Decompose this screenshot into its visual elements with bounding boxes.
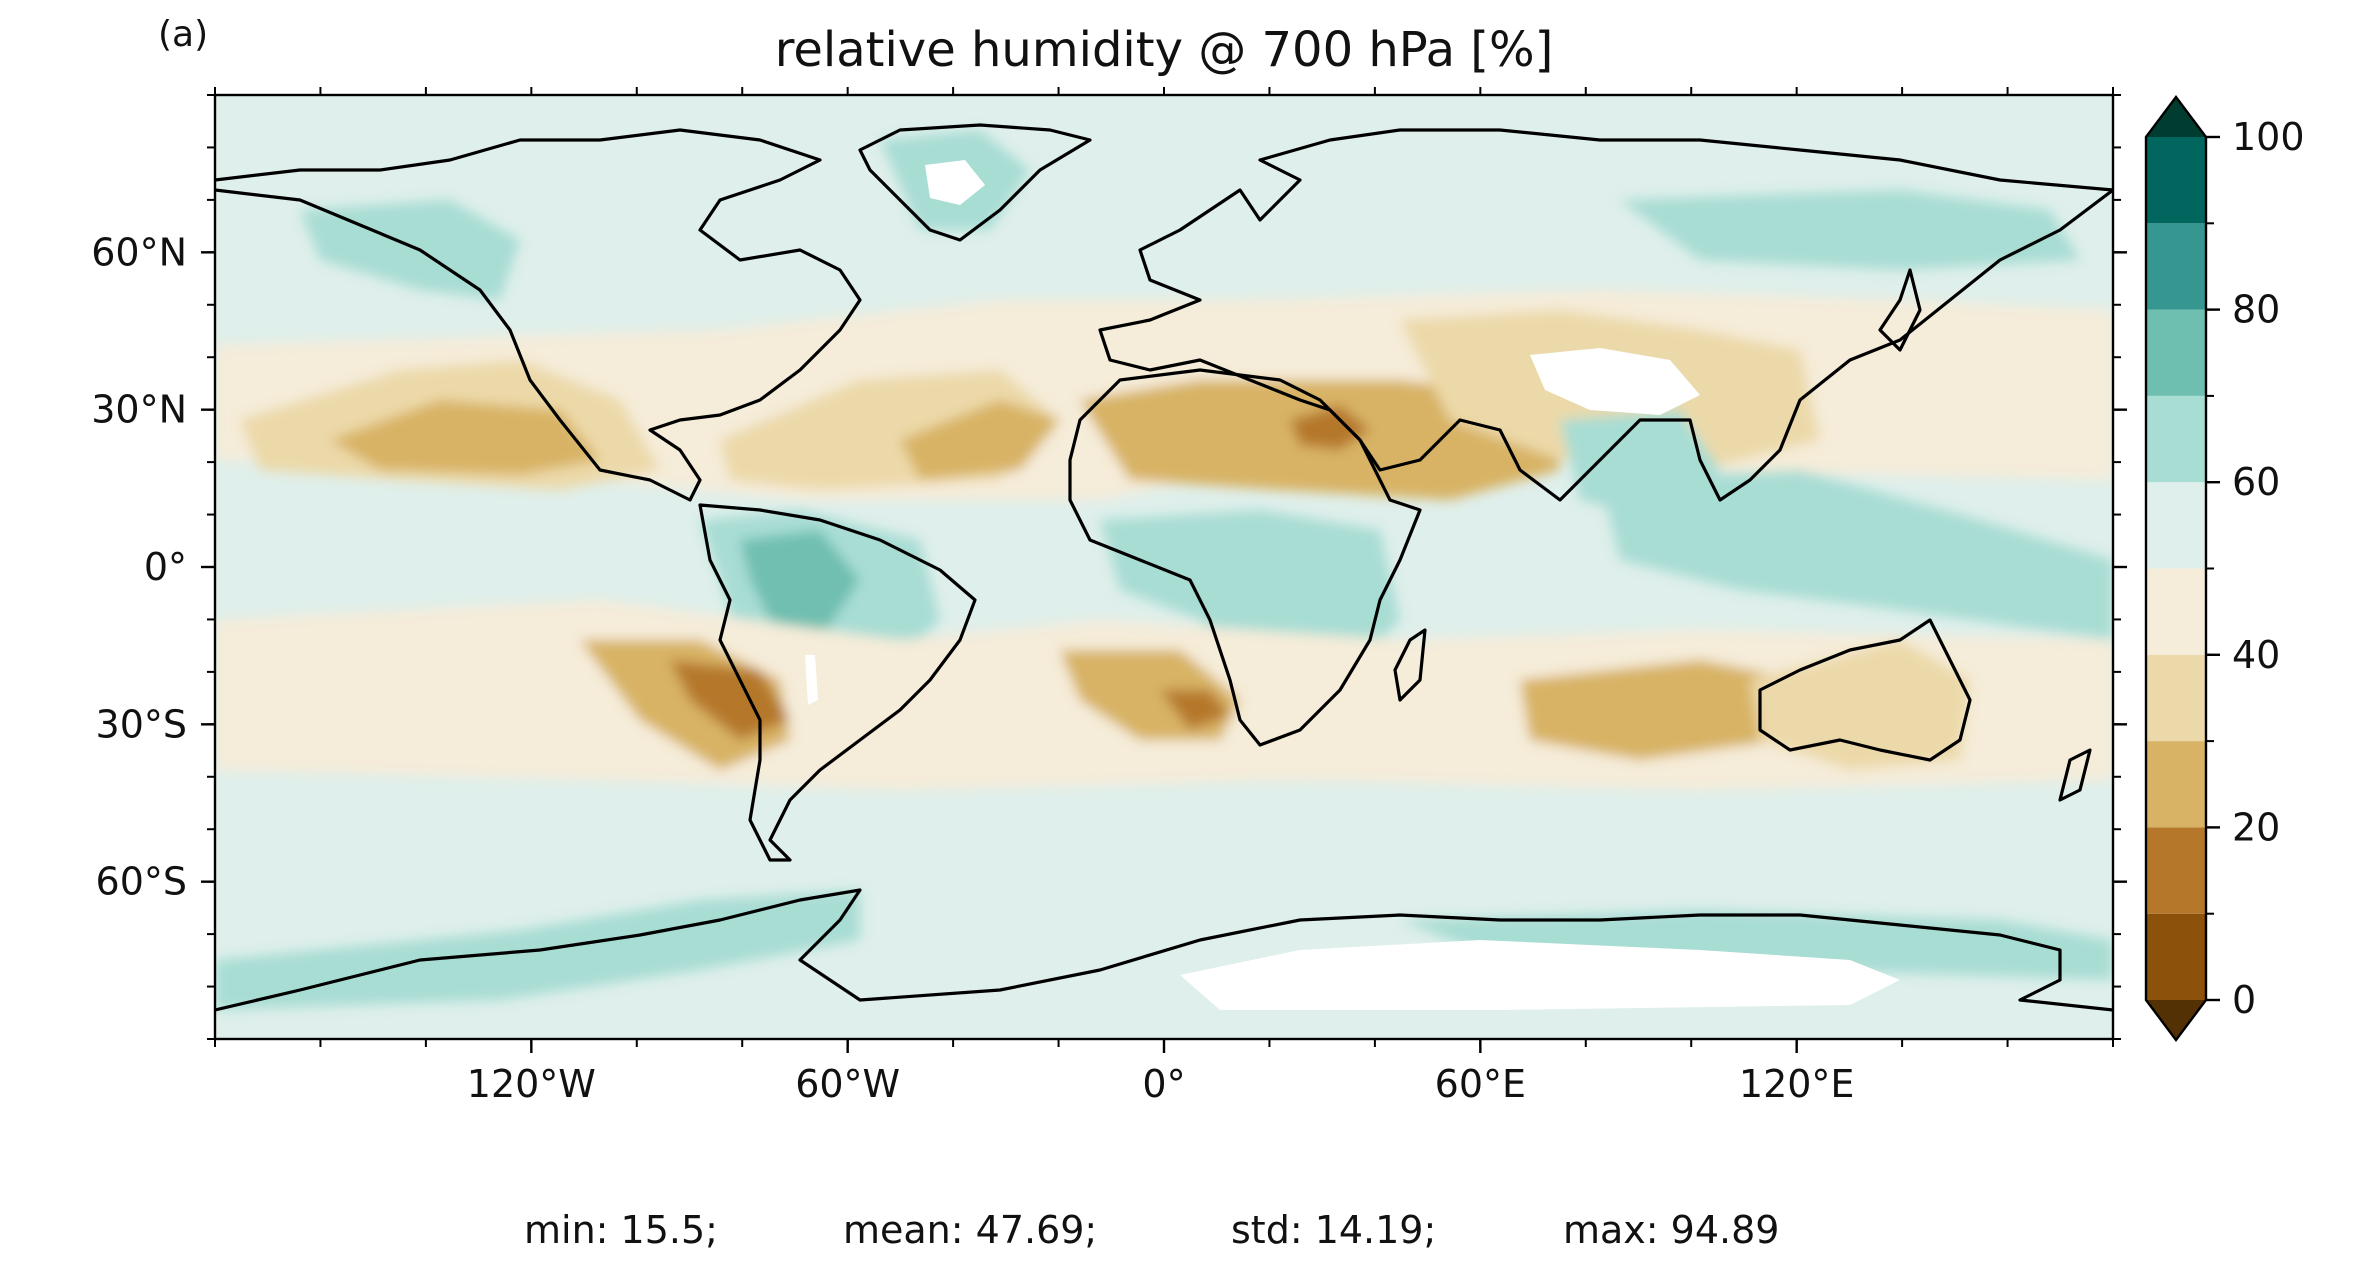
colorbar-segment bbox=[2146, 482, 2206, 569]
coastlines bbox=[215, 123, 2113, 1012]
lat-tick-label: 60°S bbox=[96, 860, 187, 904]
lat-tick-label: 30°S bbox=[96, 702, 187, 746]
colorbar-tick-label: 40 bbox=[2232, 633, 2280, 677]
lon-tick-label: 0° bbox=[1142, 1062, 1185, 1106]
lon-tick-label: 120°E bbox=[1739, 1062, 1855, 1106]
moist-india-bay bbox=[1560, 410, 1720, 520]
colorbar-segment bbox=[2146, 568, 2206, 655]
stat-max: max: 94.89 bbox=[1563, 1208, 1779, 1252]
missing-tibet bbox=[1530, 348, 1700, 415]
dry-sahara-core bbox=[1290, 405, 1370, 450]
lon-tick-label: 60°W bbox=[795, 1062, 900, 1106]
coast-madagascar bbox=[1393, 628, 1427, 702]
dry-indian-ocean-south bbox=[1520, 660, 1800, 760]
missing-andes bbox=[805, 655, 818, 705]
dry-north-pacific-core bbox=[330, 400, 600, 475]
coast-new-zealand bbox=[2058, 748, 2092, 802]
colorbar-segment bbox=[2146, 827, 2206, 914]
colorbar-tick-label: 0 bbox=[2232, 978, 2256, 1022]
coast-japan bbox=[1878, 268, 1922, 352]
stat-std: std: 14.19; bbox=[1231, 1208, 1436, 1252]
coast-south-america bbox=[698, 503, 977, 862]
stat-mean: mean: 47.69; bbox=[843, 1208, 1097, 1252]
dry-south-atlantic-core bbox=[1160, 690, 1230, 730]
colorbar-segment bbox=[2146, 395, 2206, 483]
latitude-ticks: 60°N 30°N 0° 30°S 60°S bbox=[91, 94, 2127, 1040]
coast-north-america bbox=[215, 128, 862, 502]
humidity-field bbox=[215, 130, 2113, 1010]
coast-africa bbox=[1068, 368, 1422, 747]
coast-australia bbox=[1758, 618, 1972, 762]
moist-equatorial-pacific bbox=[215, 510, 700, 580]
lat-tick-label: 30°N bbox=[91, 388, 187, 432]
colorbar-segment bbox=[2146, 223, 2206, 310]
dry-australia bbox=[1750, 640, 1970, 770]
panel-label: (a) bbox=[158, 14, 208, 55]
coast-eurasia bbox=[1098, 128, 2113, 502]
moist-amazon-core bbox=[740, 530, 860, 640]
summary-stats: min: 15.5; mean: 47.69; std: 14.19; max:… bbox=[524, 1208, 1779, 1252]
moist-alaska bbox=[300, 200, 520, 300]
lon-tick-label: 120°W bbox=[467, 1062, 596, 1106]
colorbar-segment bbox=[2146, 309, 2206, 396]
colorbar-segment bbox=[2146, 654, 2206, 742]
colorbar-tick-label: 20 bbox=[2232, 805, 2280, 849]
map-title: relative humidity @ 700 hPa [%] bbox=[775, 22, 1554, 78]
lon-tick-label: 60°E bbox=[1435, 1062, 1526, 1106]
lat-tick-label: 60°N bbox=[91, 230, 187, 274]
colorbar-segment bbox=[2146, 741, 2206, 828]
colorbar-segment bbox=[2146, 913, 2206, 1000]
colorbar-segment bbox=[2146, 137, 2206, 224]
colorbar-over-extension bbox=[2146, 97, 2206, 137]
colorbar: 0 20 40 60 80 100 bbox=[2144, 95, 2305, 1042]
colorbar-tick-label: 80 bbox=[2232, 288, 2280, 332]
stat-min: min: 15.5; bbox=[524, 1208, 718, 1252]
lat-tick-label: 0° bbox=[144, 545, 187, 589]
moist-siberia bbox=[1620, 190, 2080, 270]
longitude-ticks: 120°W 60°W 0° 60°E 120°E bbox=[214, 87, 2114, 1106]
missing-antarctica bbox=[1180, 940, 1900, 1010]
map-panel: 120°W 60°W 0° 60°E 120°E 60°N 30°N 0° 30°S 60°S bbox=[91, 87, 2127, 1106]
colorbar-tick-label: 60 bbox=[2232, 460, 2280, 504]
colorbar-under-extension bbox=[2146, 1000, 2206, 1040]
moist-maritime-continent bbox=[1600, 470, 2113, 640]
coast-greenland bbox=[858, 123, 1092, 242]
dry-atlantic-north-core bbox=[900, 400, 1060, 480]
colorbar-tick-label: 100 bbox=[2232, 115, 2305, 159]
coast-antarctica bbox=[215, 888, 2113, 1012]
missing-greenland bbox=[925, 160, 985, 205]
